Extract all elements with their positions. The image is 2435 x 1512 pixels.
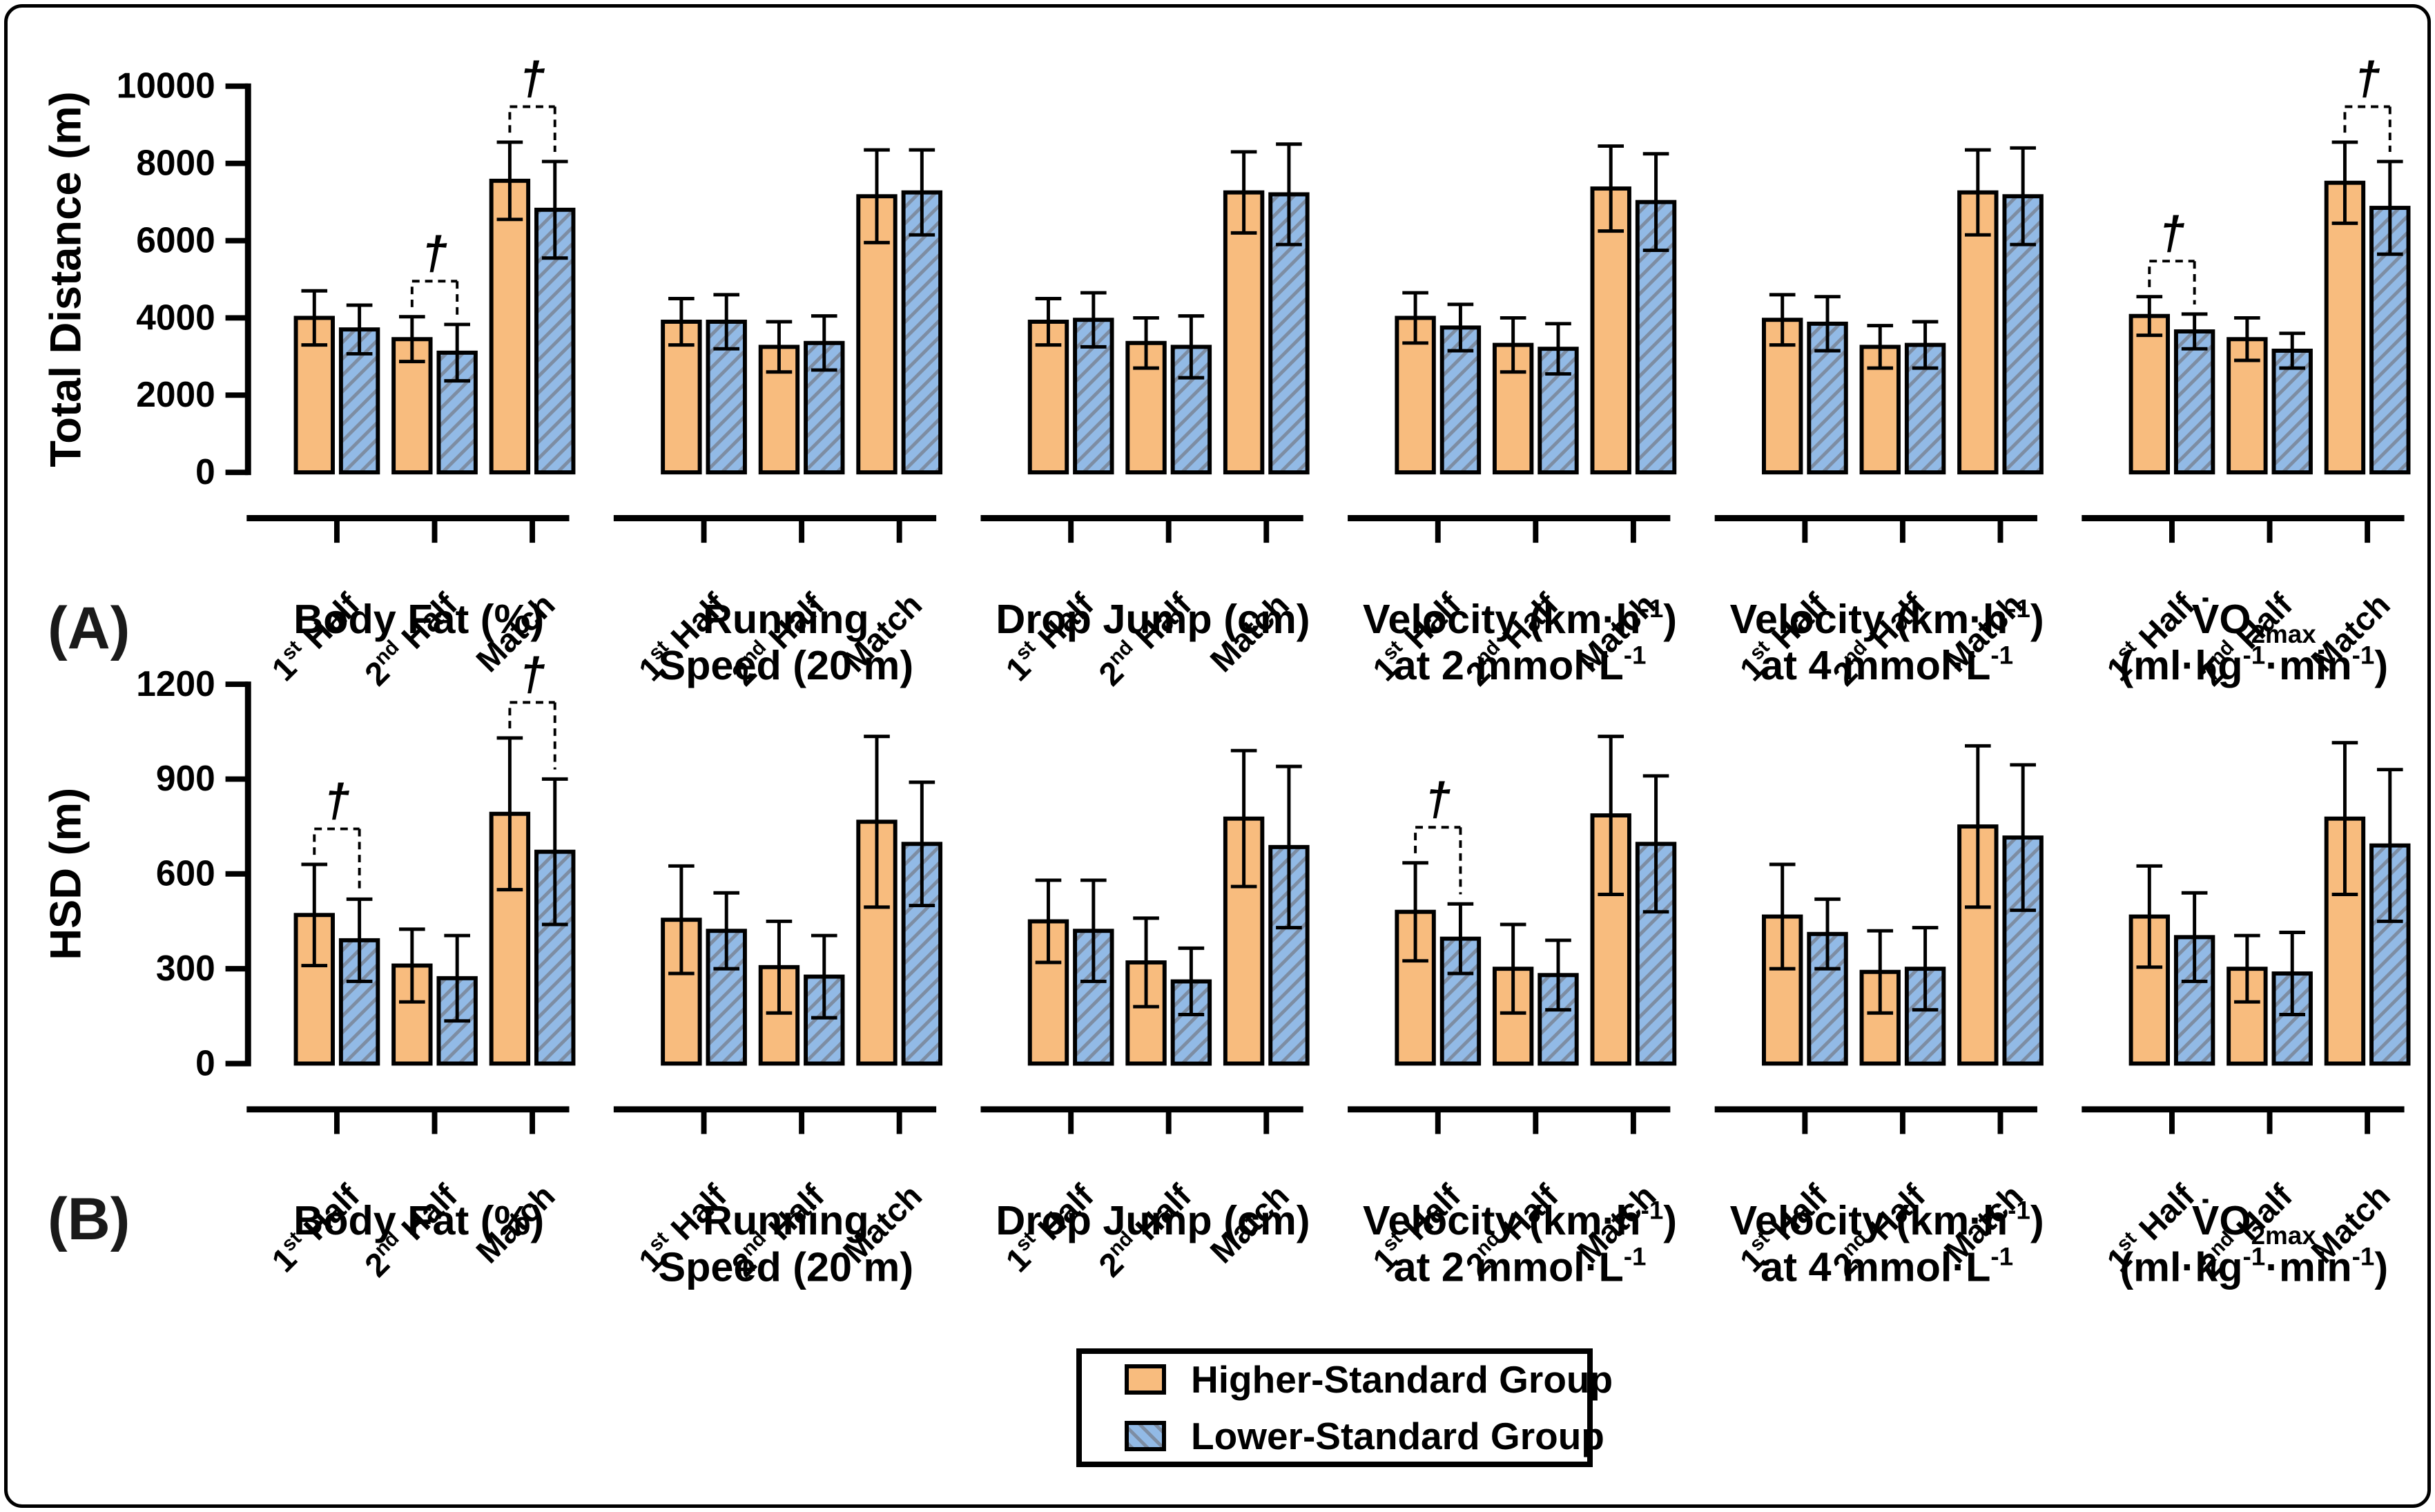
panel-title: at 4 mmol·L-1 bbox=[1760, 1243, 2013, 1290]
x-tick-label: 2nd Half bbox=[1091, 1176, 1199, 1284]
y-tick-label: 600 bbox=[156, 853, 215, 893]
legend-entry-lower-standard: Lower-Standard Group bbox=[1125, 1414, 1604, 1458]
y-tick-label: 4000 bbox=[136, 297, 215, 337]
y-tick-label: 2000 bbox=[136, 374, 215, 414]
significance-dagger: † bbox=[422, 227, 447, 279]
bar-higher-standard bbox=[2227, 967, 2268, 1066]
row-label-B: (B) bbox=[48, 1186, 130, 1252]
bar-higher-standard bbox=[2324, 180, 2366, 475]
bar-higher-standard bbox=[1957, 190, 1999, 475]
panel-title: Running bbox=[703, 596, 869, 642]
legend-swatch-higher-standard bbox=[1125, 1364, 1166, 1395]
y-tick-label: 6000 bbox=[136, 220, 215, 260]
legend-entry-higher-standard: Higher-Standard Group bbox=[1125, 1357, 1613, 1402]
significance-dagger: † bbox=[519, 53, 545, 105]
significance-dagger: † bbox=[2159, 207, 2184, 259]
y-tick-label: 1200 bbox=[136, 663, 215, 704]
panel-title: Velocity (km·h-1) bbox=[1363, 1196, 1677, 1243]
bar-higher-standard bbox=[489, 178, 531, 475]
bar-higher-standard bbox=[1027, 320, 1069, 475]
panel-title: Drop Jump (cm) bbox=[996, 596, 1310, 642]
panel-title: (ml·kg-1·min-1) bbox=[2119, 1243, 2388, 1290]
panel-title: Speed (20 m) bbox=[659, 1243, 914, 1290]
panel-title: Velocity (km·h-1) bbox=[1363, 594, 1677, 642]
panel-title: Velocity (km·h-1) bbox=[1730, 1196, 2044, 1243]
panel-title: Body Fat (%) bbox=[293, 596, 544, 642]
panel-title: at 4 mmol·L-1 bbox=[1760, 641, 2013, 689]
chart-row-A: 0 2000 4000 6000 8000 10000 Total Distance (m)… bbox=[42, 53, 2411, 693]
bar-higher-standard bbox=[2128, 313, 2171, 475]
significance-dagger: † bbox=[324, 775, 349, 827]
y-tick-label: 0 bbox=[195, 1043, 215, 1083]
significance-dagger: † bbox=[519, 649, 545, 701]
panel-title: (ml·kg-1·min-1) bbox=[2119, 641, 2388, 689]
row-label-A: (A) bbox=[48, 595, 130, 661]
bar-lower-standard bbox=[1537, 973, 1579, 1066]
panel-title: Body Fat (%) bbox=[293, 1197, 544, 1243]
bar-lower-standard bbox=[2271, 348, 2313, 475]
legend-label-higher-standard: Higher-Standard Group bbox=[1191, 1358, 1613, 1401]
bar-higher-standard bbox=[1223, 190, 1265, 475]
panel-title: at 2 mmol·L-1 bbox=[1394, 641, 1647, 689]
y-tick-label: 8000 bbox=[136, 143, 215, 183]
figure-panel: 0 2000 4000 6000 8000 10000 Total Distance (m)… bbox=[4, 4, 2431, 1508]
y-axis-title: Total Distance (m) bbox=[42, 91, 90, 467]
significance-dagger: † bbox=[1425, 773, 1451, 825]
legend-label-lower-standard: Lower-Standard Group bbox=[1191, 1415, 1604, 1457]
significance-dagger: † bbox=[2354, 53, 2380, 105]
panel-title: Speed (20 m) bbox=[659, 642, 914, 688]
y-tick-label: 0 bbox=[195, 452, 215, 492]
x-tick-label: 1st Half bbox=[264, 585, 367, 688]
bar-lower-standard bbox=[2173, 329, 2215, 475]
y-tick-label: 300 bbox=[156, 948, 215, 988]
y-axis-title: HSD (m) bbox=[42, 788, 90, 960]
panel-title: V̇O2max bbox=[2192, 596, 2316, 648]
legend-box: Higher-Standard Group Lower-Standard Gro… bbox=[1076, 1348, 1613, 1467]
bar-lower-standard bbox=[1635, 842, 1677, 1066]
panel-title: V̇O2max bbox=[2192, 1197, 2316, 1250]
bar-higher-standard bbox=[661, 320, 702, 475]
panel-title: Velocity (km·h-1) bbox=[1730, 594, 2044, 642]
panel-title: Drop Jump (cm) bbox=[996, 1197, 1310, 1243]
y-tick-label: 900 bbox=[156, 758, 215, 798]
panel-title: Running bbox=[703, 1197, 869, 1243]
legend-swatch-lower-standard bbox=[1125, 1421, 1166, 1451]
panel-title: at 2 mmol·L-1 bbox=[1394, 1243, 1647, 1290]
y-tick-label: 10000 bbox=[117, 66, 215, 106]
